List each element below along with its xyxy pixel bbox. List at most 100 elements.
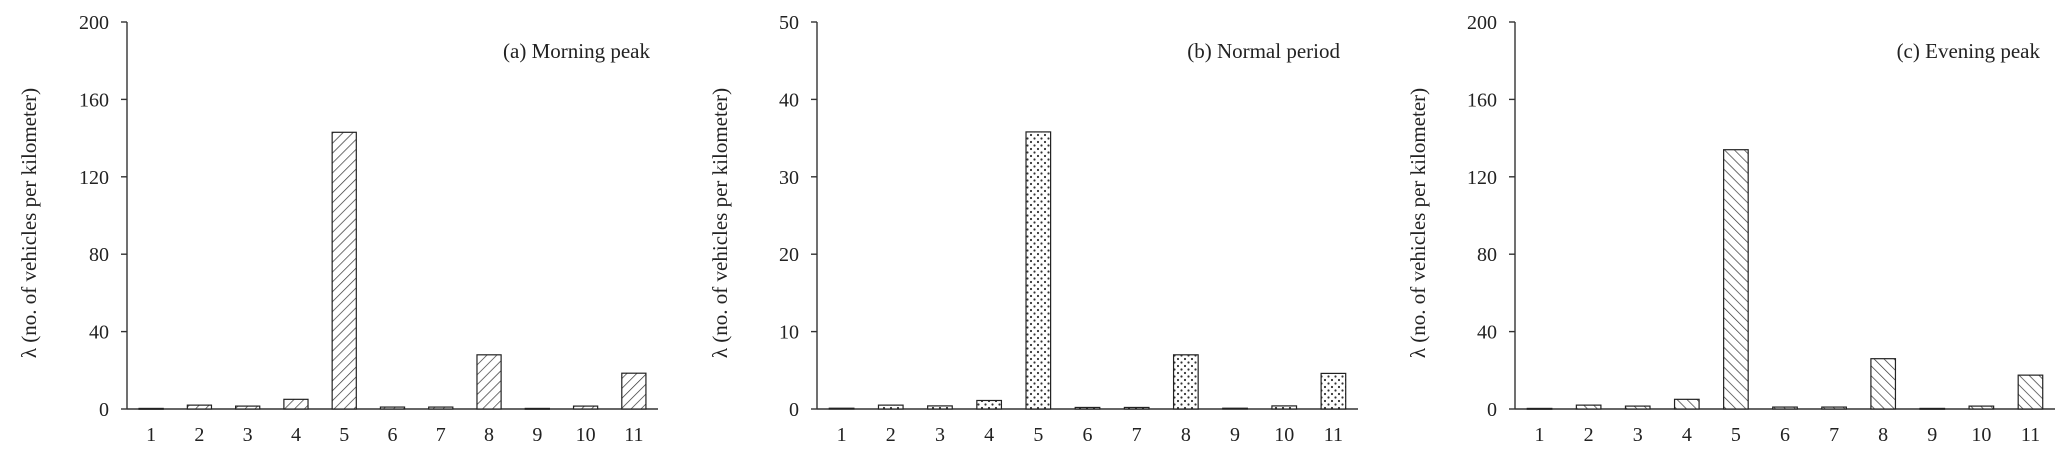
bar-series: [1526, 149, 2044, 410]
bar-5: [1025, 131, 1052, 410]
x-tick-label: 10: [1971, 424, 1991, 446]
y-tick-label: 0: [789, 399, 799, 421]
bar-2: [877, 404, 904, 410]
chart-title: (b) Normal period: [1187, 39, 1340, 63]
chart-title: (c) Evening peak: [1897, 39, 2041, 63]
bar-11: [1320, 372, 1347, 410]
bar-3: [1624, 405, 1651, 410]
bar-6: [1074, 406, 1101, 410]
x-tick-label: 9: [1927, 424, 1937, 446]
chart-panel-morning-peak: (a) Morning peak λ (no. of vehicles per …: [17, 12, 658, 446]
x-tick-label: 4: [291, 424, 301, 446]
y-tick-label: 120: [1467, 167, 1497, 189]
bar-1: [1526, 407, 1553, 410]
x-tick-label: 8: [1181, 424, 1191, 446]
x-tick-label: 7: [1132, 424, 1142, 446]
bar-series: [828, 131, 1347, 410]
bar-8: [1172, 354, 1199, 410]
x-tick-label: 1: [1535, 424, 1545, 446]
x-tick-label: 11: [2021, 424, 2040, 446]
bar-4: [1673, 398, 1700, 410]
bar-1: [138, 407, 164, 410]
y-tick-label: 10: [779, 322, 799, 344]
x-tick-label: 10: [1274, 424, 1294, 446]
x-tick-label: 6: [1083, 424, 1093, 446]
y-axis-label: λ (no. of vehicles per kilometer): [1406, 88, 1430, 358]
x-tick-label: 10: [576, 424, 596, 446]
x-tick-label: 3: [935, 424, 945, 446]
y-axis-label: λ (no. of vehicles per kilometer): [708, 88, 732, 358]
bar-1: [828, 407, 855, 410]
bar-7: [1123, 406, 1150, 410]
y-tick-label: 160: [79, 89, 109, 111]
y-tick-label: 120: [79, 167, 109, 189]
bar-7: [428, 406, 454, 410]
y-tick-label: 30: [779, 167, 799, 189]
y-tick-label: 20: [779, 244, 799, 266]
y-tick-label: 40: [89, 322, 109, 344]
y-axis: 0 40 80 120 160 200: [79, 12, 128, 421]
chart-panel-evening-peak: (c) Evening peak λ (no. of vehicles per …: [1406, 12, 2055, 446]
x-tick-label: 8: [1878, 424, 1888, 446]
bar-3: [927, 405, 953, 410]
bar-series: [138, 131, 647, 410]
bar-11: [621, 372, 647, 410]
bar-2: [1575, 404, 1602, 410]
x-tick-label: 1: [837, 424, 847, 446]
x-axis: 1 2 3 4 5 6 7 8 9 10 11: [1515, 408, 2055, 446]
x-tick-label: 4: [1682, 424, 1692, 446]
x-tick-label: 11: [1324, 424, 1343, 446]
bar-2: [186, 404, 213, 410]
x-tick-label: 6: [1780, 424, 1790, 446]
x-tick-label: 5: [1731, 424, 1741, 446]
x-tick-label: 2: [1584, 424, 1594, 446]
bar-10: [1271, 405, 1298, 410]
bar-4: [976, 399, 1003, 410]
x-tick-label: 3: [1633, 424, 1643, 446]
x-tick-label: 5: [1033, 424, 1043, 446]
y-tick-label: 200: [79, 12, 109, 34]
y-tick-label: 40: [779, 89, 799, 111]
x-tick-label: 2: [886, 424, 896, 446]
x-tick-label: 5: [339, 424, 349, 446]
x-axis: 1 2 3 4 5 6 7 8 9 10 11: [127, 408, 658, 446]
y-tick-label: 0: [99, 399, 109, 421]
x-tick-label: 4: [984, 424, 994, 446]
x-tick-label: 6: [388, 424, 398, 446]
bar-9: [524, 407, 550, 410]
bar-11: [2017, 374, 2044, 410]
bar-10: [572, 405, 599, 410]
bar-5: [1723, 149, 1749, 410]
bar-6: [1772, 406, 1798, 410]
y-tick-label: 80: [1477, 244, 1497, 266]
y-tick-label: 0: [1487, 399, 1497, 421]
chart-title: (a) Morning peak: [503, 39, 650, 63]
y-tick-label: 50: [779, 12, 799, 34]
x-tick-label: 7: [436, 424, 446, 446]
bar-7: [1821, 406, 1847, 410]
bar-6: [379, 406, 406, 410]
y-axis: 0 10 20 30 40 50: [779, 12, 818, 421]
bar-9: [1919, 407, 1946, 410]
chart-panel-normal-period: (b) Normal period λ (no. of vehicles per…: [708, 12, 1358, 446]
bar-9: [1222, 407, 1248, 410]
bar-8: [1870, 358, 1897, 410]
y-tick-label: 80: [89, 244, 109, 266]
x-tick-label: 8: [484, 424, 494, 446]
x-tick-label: 3: [243, 424, 253, 446]
bar-5: [331, 131, 357, 410]
bar-3: [235, 405, 261, 410]
x-axis: 1 2 3 4 5 6 7 8 9 10 11: [817, 408, 1358, 446]
bar-10: [1968, 405, 1995, 410]
x-tick-label: 7: [1829, 424, 1839, 446]
y-tick-label: 160: [1467, 89, 1497, 111]
x-tick-label: 9: [532, 424, 542, 446]
y-tick-label: 200: [1467, 12, 1497, 34]
x-tick-label: 2: [194, 424, 204, 446]
x-tick-label: 9: [1230, 424, 1240, 446]
bar-8: [476, 354, 502, 410]
bar-4: [283, 398, 309, 410]
y-tick-label: 40: [1477, 322, 1497, 344]
x-tick-label: 11: [624, 424, 643, 446]
